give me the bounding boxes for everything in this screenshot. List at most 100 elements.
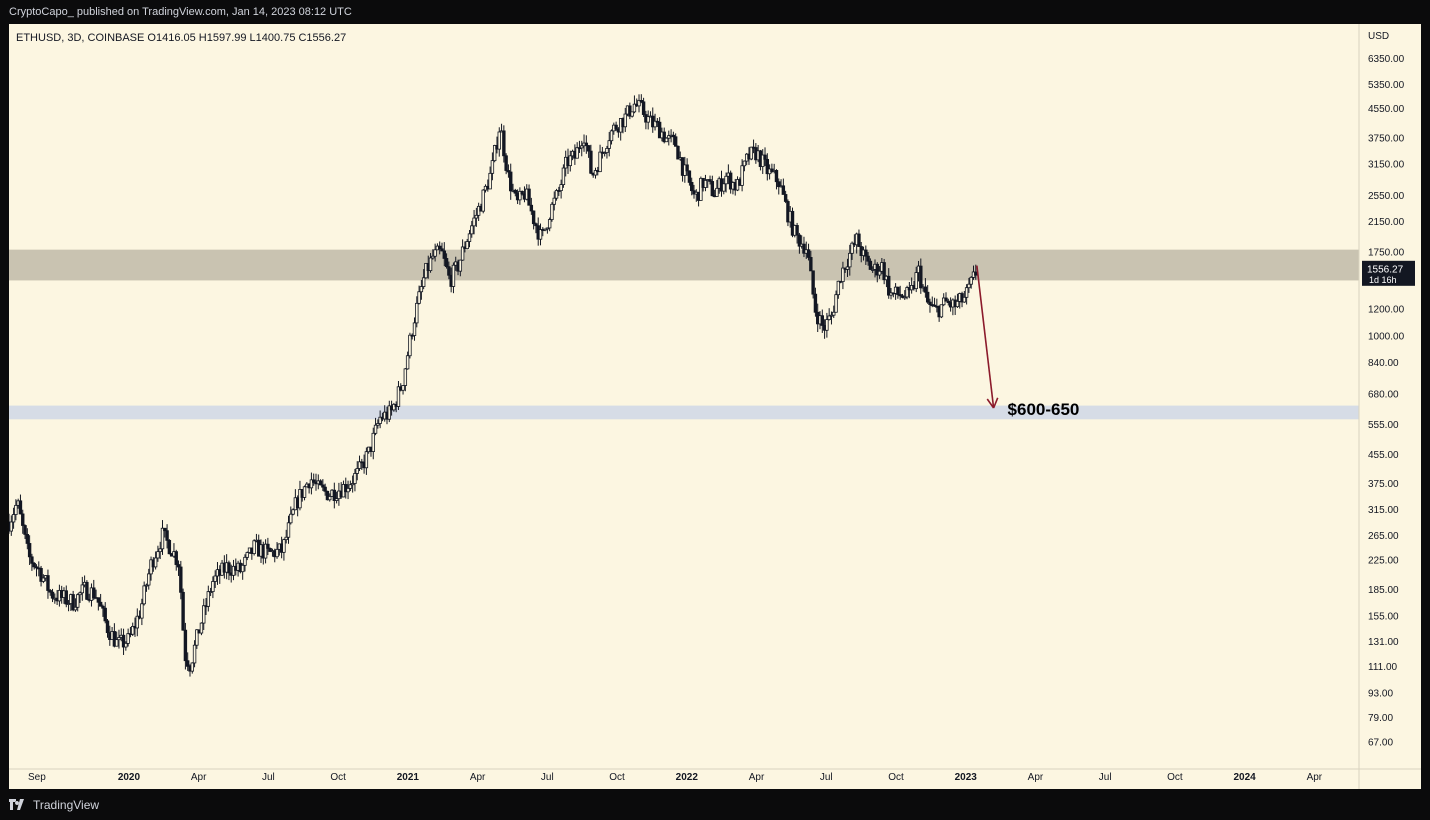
candle-body: [243, 556, 247, 566]
candle-body: [282, 539, 286, 553]
candle-body: [202, 605, 206, 624]
x-tick-label: Sep: [28, 772, 46, 783]
candle-body: [552, 197, 556, 205]
candle-body: [332, 489, 337, 501]
candle-body: [298, 489, 302, 509]
candle-body: [364, 451, 369, 469]
candle-body: [568, 155, 572, 167]
candle-body: [199, 622, 204, 634]
down-arrow-line: [976, 265, 995, 409]
candle-body: [346, 487, 350, 493]
candle-body: [545, 227, 550, 230]
candle-body: [167, 539, 172, 555]
x-tick-label: Jul: [820, 772, 833, 783]
candle-body: [777, 181, 781, 188]
candle-body: [609, 130, 614, 142]
candle-body: [373, 424, 378, 434]
candle-body: [667, 135, 671, 139]
candle-body: [765, 158, 770, 175]
candle-body: [415, 302, 419, 324]
candle-body: [419, 286, 424, 293]
candle-body: [637, 100, 641, 107]
candle-body: [179, 566, 183, 593]
candle-body: [48, 590, 52, 593]
chart-area[interactable]: $600-650 USD 6350.00 5350.00 4550.00 3750.00 3…: [9, 24, 1421, 789]
candle-body: [142, 585, 146, 605]
candle-body: [607, 140, 611, 149]
y-tick-label: 3150.00: [1368, 159, 1405, 170]
x-tick-label: Oct: [330, 772, 346, 783]
candle-body: [195, 629, 199, 646]
candle-body: [781, 185, 786, 195]
candle-body: [763, 154, 767, 160]
candle-body: [506, 170, 511, 173]
x-tick-label: Apr: [191, 772, 207, 783]
candle-body: [797, 234, 802, 247]
x-tick-label: Jul: [541, 772, 554, 783]
candle-body: [135, 615, 139, 629]
candle-body: [66, 603, 71, 605]
y-tick-label: 1000.00: [1368, 332, 1405, 343]
candle-body: [857, 233, 861, 247]
candle-body: [939, 304, 944, 318]
candle-body: [946, 300, 950, 304]
y-tick-label: 375.00: [1368, 479, 1399, 490]
candle-body: [623, 113, 627, 128]
y-tick-label: 79.00: [1368, 713, 1393, 724]
y-tick-label: 111.00: [1368, 662, 1398, 673]
candle-body: [550, 203, 554, 220]
x-tick-label: Oct: [1167, 772, 1183, 783]
candle-body: [39, 568, 43, 582]
candle-body: [408, 334, 412, 357]
y-tick-label: 4550.00: [1368, 104, 1405, 115]
candle-body: [630, 111, 634, 117]
candle-body: [742, 160, 747, 167]
candle-body: [531, 210, 536, 225]
candle-body: [18, 500, 23, 515]
candle-body: [967, 283, 971, 289]
candle-body: [433, 249, 437, 257]
candle-body: [447, 266, 451, 276]
candle-body: [614, 124, 618, 130]
candle-body: [728, 172, 733, 190]
candle-body: [213, 575, 217, 582]
candle-body: [11, 514, 16, 523]
x-tick-label: Jul: [262, 772, 275, 783]
price-chart[interactable]: $600-650 USD 6350.00 5350.00 4550.00 3750.00 3…: [9, 24, 1421, 789]
candle-body: [474, 214, 479, 219]
candle-body: [328, 496, 332, 501]
candle-body: [502, 130, 506, 157]
candle-body: [321, 484, 325, 488]
candle-body: [825, 319, 829, 331]
candle-body: [488, 172, 492, 190]
candle-body: [50, 591, 55, 599]
candle-body: [291, 509, 295, 515]
candle-body: [114, 639, 119, 647]
candle-body: [850, 242, 854, 254]
candle-body: [639, 100, 644, 103]
y-tick-label: 2150.00: [1368, 217, 1405, 228]
candle-body: [421, 277, 426, 287]
candle-body: [827, 315, 831, 320]
candle-body: [21, 513, 25, 526]
candle-body: [928, 301, 932, 305]
candle-body: [671, 134, 676, 138]
x-tick-label: Apr: [470, 772, 486, 783]
candle-body: [231, 565, 236, 576]
candle-body: [561, 167, 566, 185]
candle-body: [882, 262, 886, 281]
candle-body: [653, 120, 657, 128]
candle-body: [71, 594, 75, 611]
candle-body: [932, 304, 937, 307]
candle-body: [401, 385, 405, 391]
y-tick-label: 315.00: [1368, 505, 1399, 516]
candle-body: [841, 267, 845, 282]
candle-body: [176, 564, 181, 568]
candle-body: [708, 179, 712, 182]
candle-body: [513, 189, 518, 194]
y-tick-label: 265.00: [1368, 531, 1399, 542]
candle-body: [783, 194, 788, 202]
candle-body: [898, 294, 902, 297]
candle-body: [472, 217, 476, 227]
candle-body: [481, 189, 485, 212]
